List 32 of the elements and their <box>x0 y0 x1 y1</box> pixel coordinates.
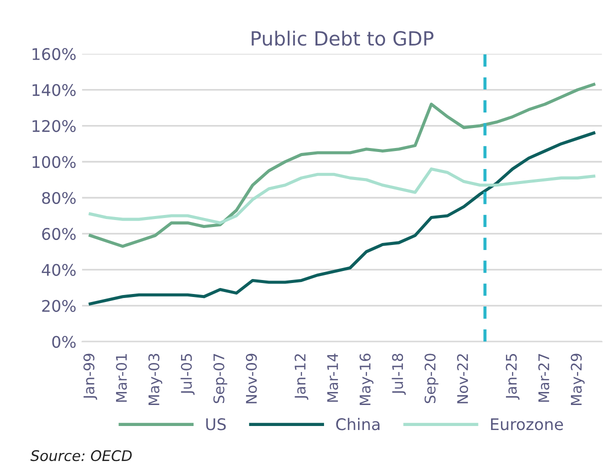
legend-label: US <box>206 418 226 430</box>
line-series <box>88 167 596 224</box>
chart-title: Public Debt to GDP <box>252 30 434 46</box>
y-tick-label: 40% <box>42 264 76 276</box>
x-tick-label: Jul-05 <box>180 354 195 395</box>
x-tick-label: Jan-99 <box>83 354 98 400</box>
line-series <box>88 131 596 306</box>
y-tick-label: 160% <box>32 48 76 60</box>
x-tick-label: Jul-18 <box>392 354 406 395</box>
y-tick-label: 140% <box>32 84 76 96</box>
x-tick-label: Nov-22 <box>457 354 468 404</box>
y-tick-label: 100% <box>32 156 76 168</box>
x-tick-label: May-03 <box>148 354 162 406</box>
legend-label: China <box>336 418 380 430</box>
y-tick-label: 0% <box>52 336 76 348</box>
legend-label: Eurozone <box>491 418 563 430</box>
x-tick-label: Jan-12 <box>294 354 308 400</box>
x-tick-label: Mar-14 <box>327 354 338 402</box>
source-note: Source: OECD <box>30 450 132 462</box>
x-tick-label: May-29 <box>570 354 585 406</box>
y-tick-label: 80% <box>42 192 76 204</box>
y-tick-label: 120% <box>32 120 76 132</box>
y-tick-label: 60% <box>42 228 76 240</box>
x-tick-label: Mar-27 <box>538 354 550 402</box>
y-tick-label: 20% <box>42 300 76 312</box>
x-tick-label: Sep-07 <box>213 354 228 404</box>
x-tick-label: Nov-09 <box>246 354 257 404</box>
x-tick-label: Mar-01 <box>116 354 127 402</box>
x-tick-label: Sep-20 <box>424 354 438 404</box>
x-tick-label: Jan-25 <box>506 354 520 400</box>
line-series <box>88 82 596 248</box>
x-tick-label: May-16 <box>360 354 374 406</box>
